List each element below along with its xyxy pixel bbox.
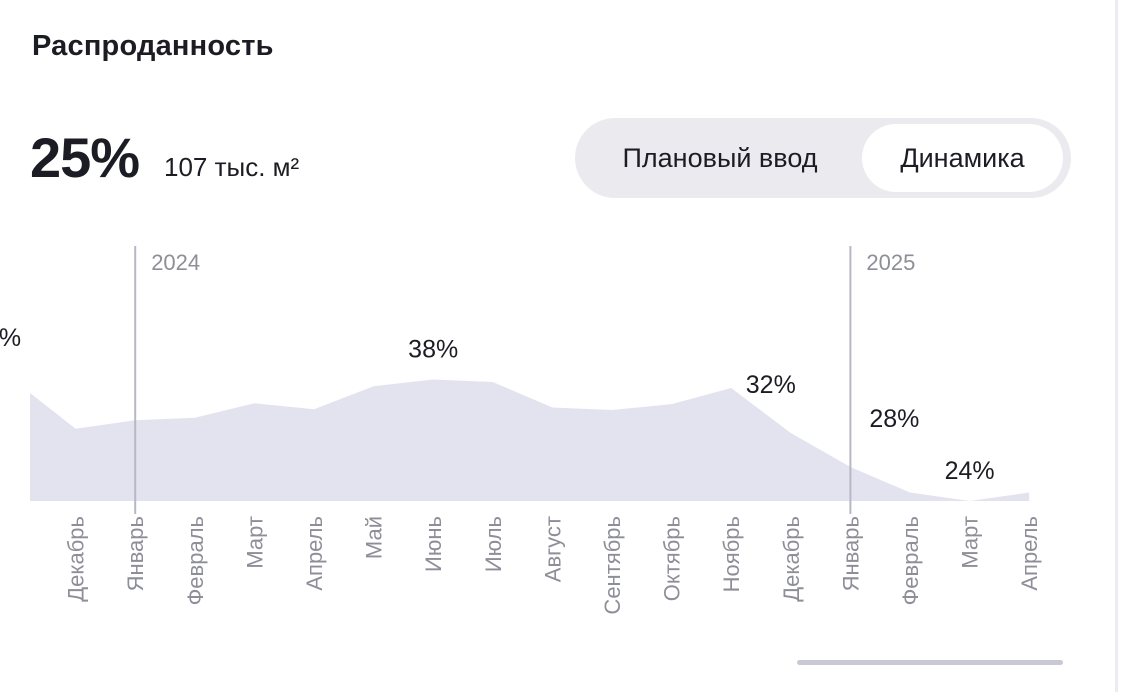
x-tick-label: Август: [540, 516, 565, 582]
tab-dynamics[interactable]: Динамика: [862, 124, 1063, 192]
sell-out-area: [16, 379, 1030, 501]
sell-out-chart: 2024 2025 Декабрь Январь Февраль Март Апрель Ма…: [0, 230, 1042, 615]
view-toggle: Плановый ввод Динамика: [575, 118, 1071, 198]
data-label: 32%: [746, 371, 796, 399]
data-label: 28%: [869, 405, 919, 433]
chart-left-mask: [0, 230, 30, 520]
x-tick-label: Июль: [481, 516, 506, 572]
x-tick-label: Сентябрь: [600, 516, 625, 615]
x-tick-label: Март: [958, 516, 983, 569]
x-tick-label: Июнь: [421, 516, 446, 572]
panel-right-border: [1115, 0, 1118, 692]
data-label: 24%: [945, 457, 995, 485]
x-tick-label: Апрель: [1017, 516, 1042, 591]
data-label: 38%: [408, 335, 458, 363]
chart-scrollbar[interactable]: [797, 660, 1063, 665]
x-tick-label: Май: [362, 516, 387, 559]
sell-out-percent: 25%: [30, 126, 140, 189]
page-title: Распроданность: [32, 30, 274, 62]
year-marker-label: 2024: [151, 250, 200, 275]
x-tick-label: Ноябрь: [719, 516, 744, 592]
x-tick-label: Февраль: [898, 516, 923, 605]
x-tick-label: Январь: [123, 516, 148, 591]
data-label: %: [0, 324, 21, 352]
x-tick-label: Март: [242, 516, 267, 569]
year-marker-label: 2025: [866, 250, 915, 275]
x-tick-label: Октябрь: [660, 516, 685, 601]
x-tick-label: Декабрь: [64, 516, 89, 602]
x-tick-label: Декабрь: [779, 516, 804, 602]
x-tick-label: Февраль: [183, 516, 208, 605]
x-tick-label: Апрель: [302, 516, 327, 591]
x-tick-label: Январь: [838, 516, 863, 591]
sold-area-value: 107 тыс. м²: [164, 152, 300, 182]
tab-planned-input[interactable]: Плановый ввод: [622, 143, 818, 173]
